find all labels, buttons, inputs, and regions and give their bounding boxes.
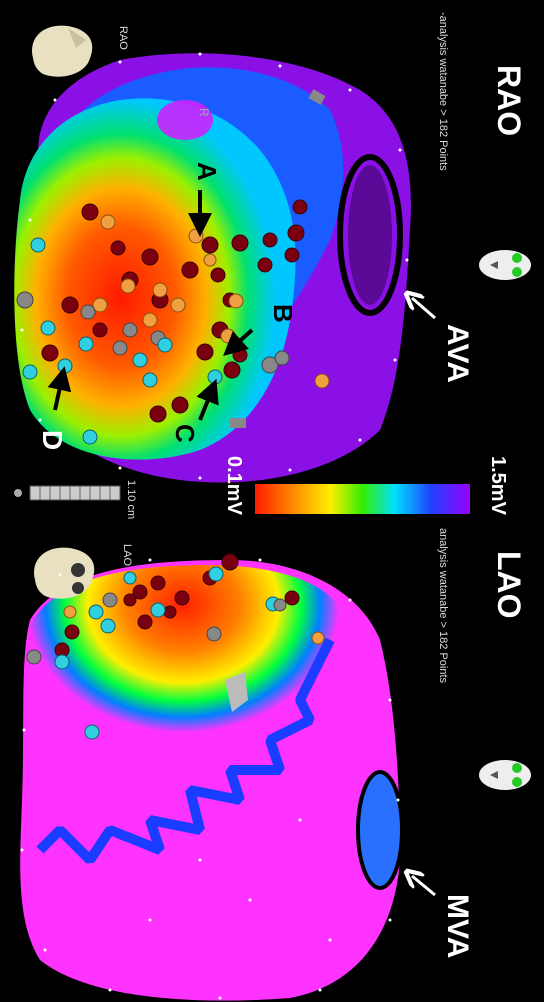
point-label-a: A: [192, 162, 222, 181]
rao-info: -analysis watanabe > 182 Points: [437, 12, 449, 171]
lao-info: analysis watanabe > 182 Points: [437, 528, 449, 684]
rao-points-grey: [16, 291, 290, 374]
arrow-b: [223, 328, 254, 357]
lao-orientation-small: LAO: [121, 544, 133, 566]
color-scale: 1.5mV 0.1mV: [223, 456, 509, 516]
mva-pointer: [412, 876, 436, 897]
ava-label: AVA: [441, 324, 474, 383]
ava-pointer: [412, 298, 436, 320]
orientation-face-icon-lao: [479, 760, 531, 790]
point-label-c: C: [170, 424, 200, 443]
rao-title: RAO: [491, 65, 527, 136]
orientation-face-icon: [479, 250, 531, 280]
rao-orientation-small: RAO: [117, 26, 129, 50]
rao-points-cyan: [22, 237, 223, 445]
boundary-dots: [20, 52, 409, 1000]
skull-icon: [32, 25, 93, 77]
rao-panel: A B C D R AVA: [14, 53, 474, 483]
color-scale-bar: [255, 484, 470, 514]
aortic-valve-annulus: [337, 154, 403, 316]
color-scale-max: 1.5mV: [487, 456, 509, 516]
lao-title: LAO: [491, 551, 527, 619]
lao-points-orange: [63, 605, 325, 645]
color-scale-min: 0.1mV: [223, 456, 245, 516]
scale-label: 1.10 cm: [125, 480, 137, 519]
rao-marker: R: [197, 108, 211, 117]
point-label-b: B: [268, 304, 298, 323]
mva-label: MVA: [441, 894, 474, 958]
lao-panel: MVA: [20, 553, 474, 1001]
scale-ruler: 1.10 cm: [14, 480, 137, 519]
rao-magenta-patch: [157, 100, 213, 140]
point-label-d: D: [37, 430, 68, 450]
skull-icon-lao: [34, 547, 95, 599]
mitral-valve-annulus: [356, 770, 404, 890]
arrow-d: [47, 366, 72, 411]
arrow-c: [196, 378, 219, 421]
lao-points-grey: [26, 592, 287, 665]
lao-blue-border: [36, 637, 335, 864]
lao-points-red: [54, 553, 300, 658]
rao-points-red: [41, 199, 308, 423]
